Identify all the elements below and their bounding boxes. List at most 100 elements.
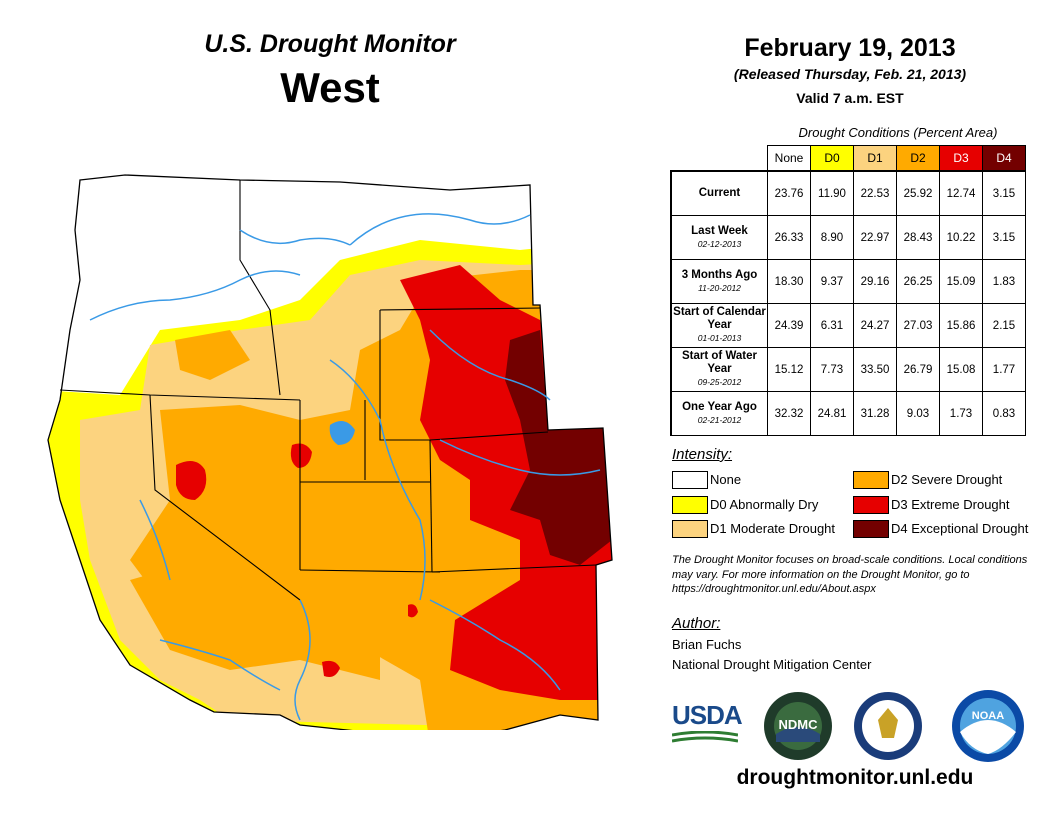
map-d3-area bbox=[400, 265, 612, 700]
table-cell: 9.03 bbox=[896, 391, 940, 436]
table-cell: 1.77 bbox=[982, 347, 1026, 392]
region-outline bbox=[47, 174, 613, 730]
table-cell: 24.39 bbox=[767, 303, 811, 348]
site-url[interactable]: droughtmonitor.unl.edu bbox=[736, 766, 974, 789]
table-cell: 31.28 bbox=[853, 391, 897, 436]
table-cell: 7.73 bbox=[810, 347, 854, 392]
table-cell: 25.92 bbox=[896, 170, 940, 216]
table-cell: 3.15 bbox=[982, 170, 1026, 216]
row-date: 02-12-2013 bbox=[697, 238, 742, 249]
row-label: 3 Months Ago 11-20-2012 bbox=[670, 259, 768, 304]
col-header: D1 bbox=[853, 145, 897, 172]
table-cell: 22.53 bbox=[853, 170, 897, 216]
col-header: None bbox=[767, 145, 811, 172]
table-cell: 0.83 bbox=[982, 391, 1026, 436]
table-cell: 32.32 bbox=[767, 391, 811, 436]
table-header-row: None D0 D1 D2 D3 D4 bbox=[671, 145, 1026, 172]
author-name: Brian Fuchs bbox=[672, 637, 742, 652]
col-header: D0 bbox=[810, 145, 854, 172]
commerce-seal-logo bbox=[852, 690, 924, 762]
map-d3-spot-nm bbox=[408, 604, 418, 618]
table-cell: 1.73 bbox=[939, 391, 983, 436]
col-header: D2 bbox=[896, 145, 940, 172]
table-row: Last Week 02-12-2013 26.33 8.90 22.97 28.43 10… bbox=[670, 215, 1026, 260]
state-borders bbox=[59, 180, 597, 601]
legend-swatch bbox=[672, 496, 708, 514]
table-cell: 6.31 bbox=[810, 303, 854, 348]
legend-label: D3 Extreme Drought bbox=[891, 497, 1010, 512]
usda-logo: USDA bbox=[672, 700, 743, 748]
map-d3-spot-arizona bbox=[322, 660, 340, 677]
map-d2-area-north bbox=[175, 330, 250, 380]
table-cell: 18.30 bbox=[767, 259, 811, 304]
author-heading: Author: bbox=[672, 615, 721, 632]
table-cell: 29.16 bbox=[853, 259, 897, 304]
table-cell: 9.37 bbox=[810, 259, 854, 304]
table-cell: 26.79 bbox=[896, 347, 940, 392]
table-cell: 24.81 bbox=[810, 391, 854, 436]
rivers bbox=[89, 213, 601, 721]
legend-swatch bbox=[853, 520, 889, 538]
table-cell: 15.08 bbox=[939, 347, 983, 392]
table-cell: 3.15 bbox=[982, 215, 1026, 260]
legend-swatch bbox=[853, 496, 889, 514]
map-d2-area-south bbox=[130, 560, 380, 680]
row-date: 01-01-2013 bbox=[697, 333, 742, 343]
row-label: Start of Calendar Year 01-01-2013 bbox=[670, 303, 768, 348]
legend-title: Intensity: bbox=[672, 446, 733, 463]
table-cell: 2.15 bbox=[982, 303, 1026, 348]
table-cell: 15.09 bbox=[939, 259, 983, 304]
legend-label: D1 Moderate Drought bbox=[710, 521, 836, 536]
table-cell: 12.74 bbox=[939, 170, 983, 216]
table-row: Start of Calendar Year 01-01-2013 24.39 6.3… bbox=[670, 303, 1026, 348]
drought-map bbox=[47, 174, 613, 730]
table-cell: 10.22 bbox=[939, 215, 983, 260]
table-cell: 26.25 bbox=[896, 259, 940, 304]
map-date: February 19, 2013 bbox=[744, 34, 956, 62]
table-row: Start of Water Year 09-25-2012 15.12 7.73 33… bbox=[670, 347, 1026, 392]
table-cell: 33.50 bbox=[853, 347, 897, 392]
table-cell: 28.43 bbox=[896, 215, 940, 260]
col-header: D3 bbox=[939, 145, 983, 172]
disclaimer-note: The Drought Monitor focuses on broad-sca… bbox=[672, 554, 1028, 595]
legend-swatch bbox=[853, 471, 889, 489]
legend-label: D0 Abnormally Dry bbox=[710, 497, 819, 512]
table-row: 3 Months Ago 11-20-2012 18.30 9.37 29.16 26.2… bbox=[670, 259, 1026, 304]
row-date: 11-20-2012 bbox=[698, 282, 741, 293]
col-header: D4 bbox=[982, 145, 1026, 172]
table-cell: 24.27 bbox=[853, 303, 897, 348]
legend-label: D2 Severe Drought bbox=[891, 472, 1003, 487]
row-date: 02-21-2012 bbox=[697, 414, 742, 425]
legend-swatch bbox=[672, 520, 708, 538]
monitor-title: U.S. Drought Monitor bbox=[204, 30, 456, 58]
map-d3-spot-utah bbox=[290, 443, 312, 468]
table-cell: 11.90 bbox=[810, 170, 854, 216]
table-corner bbox=[671, 146, 768, 172]
table-cell: 26.33 bbox=[767, 215, 811, 260]
table-cell: 27.03 bbox=[896, 303, 940, 348]
map-d3-spot-nevada bbox=[176, 461, 207, 500]
table-row: One Year Ago 02-21-2012 32.32 24.81 31.28 9.0… bbox=[670, 391, 1026, 436]
legend-label: D4 Exceptional Drought bbox=[891, 521, 1029, 536]
row-date: 09-25-2012 bbox=[697, 377, 742, 387]
table-cell: 22.97 bbox=[853, 215, 897, 260]
legend-swatch bbox=[672, 471, 708, 489]
table-cell: 15.12 bbox=[767, 347, 811, 392]
table-cell: 15.86 bbox=[939, 303, 983, 348]
author-org: National Drought Mitigation Center bbox=[672, 657, 872, 672]
release-date: (Released Thursday, Feb. 21, 2013) bbox=[733, 66, 967, 82]
noaa-logo: NOAA bbox=[950, 688, 1026, 764]
region-title: West bbox=[280, 64, 380, 111]
row-label: Current bbox=[670, 170, 768, 216]
table-cell: 1.83 bbox=[982, 259, 1026, 304]
drought-conditions-table: None D0 D1 D2 D3 D4 Current 23.76 11.90 22.… bbox=[670, 145, 1026, 436]
table-row: Current 23.76 11.90 22.53 25.92 12.74 3.15 bbox=[670, 170, 1026, 216]
ndmc-logo: NDMC bbox=[762, 690, 834, 762]
row-label: Last Week 02-12-2013 bbox=[670, 215, 768, 260]
table-cell: 23.76 bbox=[767, 170, 811, 216]
row-label: One Year Ago 02-21-2012 bbox=[670, 391, 768, 436]
table-cell: 8.90 bbox=[810, 215, 854, 260]
table-caption: Drought Conditions (Percent Area) bbox=[798, 125, 998, 140]
row-label: Start of Water Year 09-25-2012 bbox=[670, 347, 768, 392]
legend-label: None bbox=[710, 472, 742, 487]
